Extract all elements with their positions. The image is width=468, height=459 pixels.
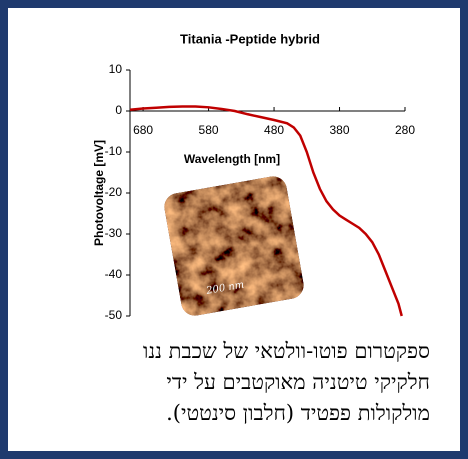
caption-line: מולקולות פפטיד (חלבון סינטטי). (40, 398, 430, 429)
inset-texture (162, 174, 306, 318)
y-tick-label: 10 (109, 62, 123, 76)
x-tick-label: 380 (330, 123, 350, 137)
caption-line: ספקטרום פוטו-וולטאי של שכבת ננו (40, 336, 430, 367)
chart-title: Titania -Peptide hybrid (180, 31, 320, 46)
x-tick-label: 280 (395, 123, 415, 137)
y-tick-label: -40 (105, 267, 123, 281)
x-tick-label: 580 (199, 123, 219, 137)
y-tick-label: -20 (105, 185, 123, 199)
y-tick-label: -50 (105, 308, 123, 322)
x-tick-label: 480 (264, 123, 284, 137)
y-tick-label: -30 (105, 226, 123, 240)
afm-inset: 200 nm (162, 174, 306, 318)
y-tick-label: 0 (115, 103, 122, 117)
x-axis-label: Wavelength [nm] (184, 152, 280, 166)
x-tick-label: 680 (133, 123, 153, 137)
y-tick-label: -10 (105, 144, 123, 158)
caption-line: חלקיקי טיטניה מאוקטבים על ידי (40, 367, 430, 398)
